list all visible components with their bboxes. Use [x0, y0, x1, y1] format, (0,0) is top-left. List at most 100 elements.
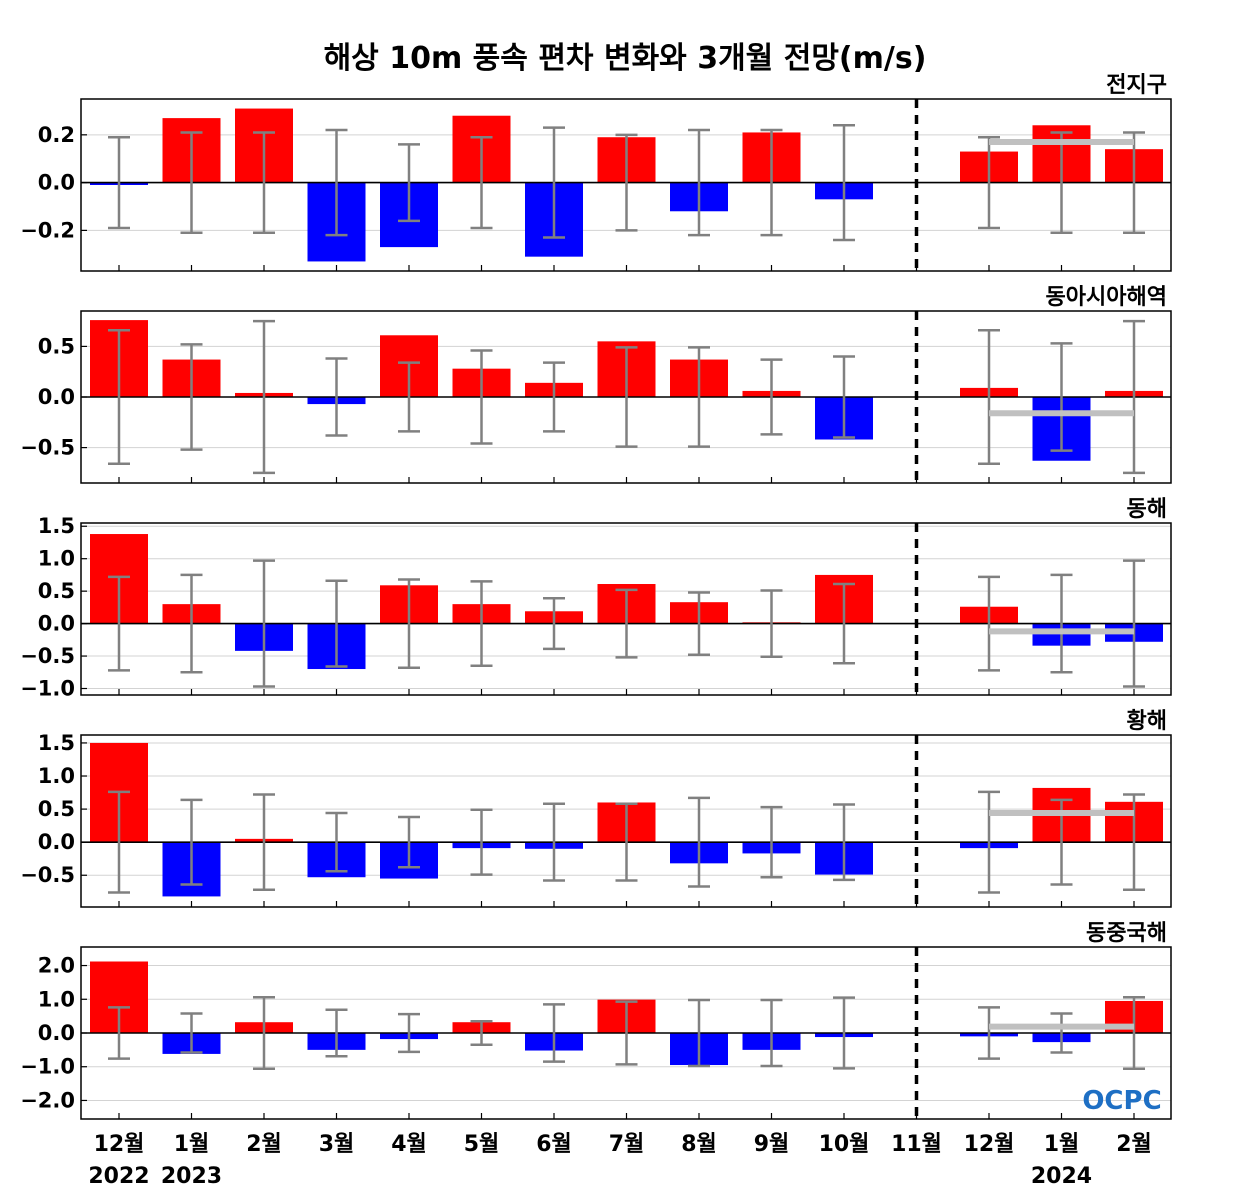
- x-tick-label: 5월: [464, 1132, 500, 1157]
- error-bar: [688, 998, 710, 1068]
- panel-label: 동해: [1127, 497, 1167, 522]
- error-bar: [1123, 319, 1145, 475]
- y-tick-label: 1.0: [38, 764, 75, 788]
- error-bar: [470, 1019, 493, 1047]
- error-bar: [253, 996, 275, 1070]
- error-bar: [688, 796, 710, 888]
- error-bar: [253, 319, 275, 475]
- error-bar: [180, 573, 203, 674]
- x-tick-label: 2월: [246, 1132, 282, 1157]
- error-bar: [688, 591, 710, 657]
- error-bar: [760, 358, 783, 436]
- panel-4: −2.0 −1.0 0.0 1.0 2.0 동중국해: [20, 921, 1172, 1120]
- error-bar: [1050, 1012, 1073, 1054]
- error-bar: [398, 578, 420, 669]
- panel-label: 동아시아해역: [1046, 285, 1167, 310]
- panel-2: −1.0 −0.5 0.0 0.5 1.0 1.5 동해: [20, 497, 1172, 701]
- error-bar: [833, 996, 855, 1070]
- y-tick-label: 0.5: [38, 334, 75, 358]
- error-bar: [180, 798, 203, 886]
- y-tick-label: 0.0: [38, 1021, 75, 1045]
- error-bar: [1123, 131, 1145, 235]
- error-bar: [253, 131, 275, 235]
- error-bar: [615, 346, 638, 448]
- error-bar: [760, 128, 783, 237]
- y-tick-label: −0.5: [20, 863, 75, 887]
- y-tick-label: 0.5: [38, 579, 75, 603]
- x-tick-label: 3월: [319, 1132, 355, 1157]
- error-bar: [180, 1012, 203, 1054]
- x-tick-label: 10월: [819, 1132, 870, 1157]
- x-tick-label: 9월: [754, 1132, 790, 1157]
- x-tick-label: 7월: [609, 1132, 645, 1157]
- error-bar: [325, 579, 348, 668]
- x-tick-label: 2월: [1116, 1132, 1152, 1157]
- y-tick-label: −0.5: [20, 436, 75, 460]
- error-bar: [325, 357, 348, 437]
- error-bar: [978, 575, 1000, 672]
- y-tick-label: 1.5: [38, 731, 75, 755]
- y-tick-label: −1.0: [20, 1055, 75, 1079]
- error-bar: [325, 811, 348, 873]
- error-bar: [253, 793, 275, 892]
- error-bar: [108, 1006, 130, 1060]
- y-tick-label: 0.2: [38, 123, 75, 147]
- error-bar: [1050, 131, 1073, 235]
- error-bar: [1123, 996, 1145, 1070]
- error-bar: [543, 361, 565, 433]
- panel-1: −0.5 0.0 0.5 동아시아해역: [20, 285, 1172, 484]
- y-tick-label: 1.0: [38, 987, 75, 1011]
- error-bar: [180, 343, 203, 451]
- x-tick-label: 4월: [391, 1132, 427, 1157]
- x-tick-label: 1월: [174, 1132, 210, 1157]
- error-bar: [833, 803, 855, 882]
- error-bar: [108, 790, 130, 894]
- error-bar: [978, 1006, 1000, 1060]
- y-tick-label: −1.0: [20, 677, 75, 701]
- y-tick-label: 0.0: [38, 171, 75, 195]
- year-label: 2024: [1031, 1164, 1092, 1189]
- panel-label: 전지구: [1106, 73, 1167, 98]
- error-bar: [615, 802, 638, 882]
- year-label: 2022: [88, 1164, 149, 1189]
- error-bar: [760, 805, 783, 879]
- y-tick-label: 0.0: [38, 385, 75, 409]
- error-bar: [760, 998, 783, 1068]
- error-bar: [688, 128, 710, 237]
- error-bar: [833, 124, 855, 242]
- ocpc-logo-text: OCPC: [1082, 1086, 1161, 1116]
- error-bar: [470, 349, 493, 445]
- error-bar: [253, 559, 275, 688]
- x-tick-label: 12월: [94, 1132, 145, 1157]
- error-bar: [325, 128, 348, 237]
- panel-3: −0.5 0.0 0.5 1.0 1.5 황해: [20, 709, 1172, 908]
- panels: −0.2 0.0 0.2 전지구 −0.5 0.0 0.5 동아시아해역 −1.0 −0.5 0.0…: [20, 73, 1172, 1120]
- error-bar: [398, 1012, 420, 1054]
- error-bar: [978, 328, 1000, 466]
- error-bar: [1050, 573, 1073, 674]
- y-tick-label: −0.5: [20, 644, 75, 668]
- error-bar: [543, 597, 565, 651]
- x-tick-label: 6월: [536, 1132, 572, 1157]
- x-tick-label: 8월: [681, 1132, 717, 1157]
- y-tick-label: −2.0: [20, 1088, 75, 1112]
- x-tick-label: 1월: [1044, 1132, 1080, 1157]
- chart-title: 해상 10m 풍속 편차 변화와 3개월 전망(m/s): [324, 41, 927, 76]
- error-bar: [543, 126, 565, 239]
- y-tick-label: 0.5: [38, 797, 75, 821]
- error-bar: [543, 802, 565, 882]
- error-bar: [180, 131, 203, 235]
- error-bar: [108, 575, 130, 672]
- panel-label: 황해: [1127, 709, 1167, 734]
- panel-label: 동중국해: [1086, 921, 1167, 946]
- y-tick-label: 0.0: [38, 830, 75, 854]
- y-tick-label: 1.5: [38, 514, 75, 538]
- error-bar: [325, 1008, 348, 1058]
- y-tick-label: 0.0: [38, 612, 75, 636]
- error-bar: [760, 589, 783, 658]
- y-tick-label: 1.0: [38, 547, 75, 571]
- error-bar: [398, 361, 420, 433]
- error-bar: [978, 790, 1000, 894]
- error-bar: [1123, 559, 1145, 688]
